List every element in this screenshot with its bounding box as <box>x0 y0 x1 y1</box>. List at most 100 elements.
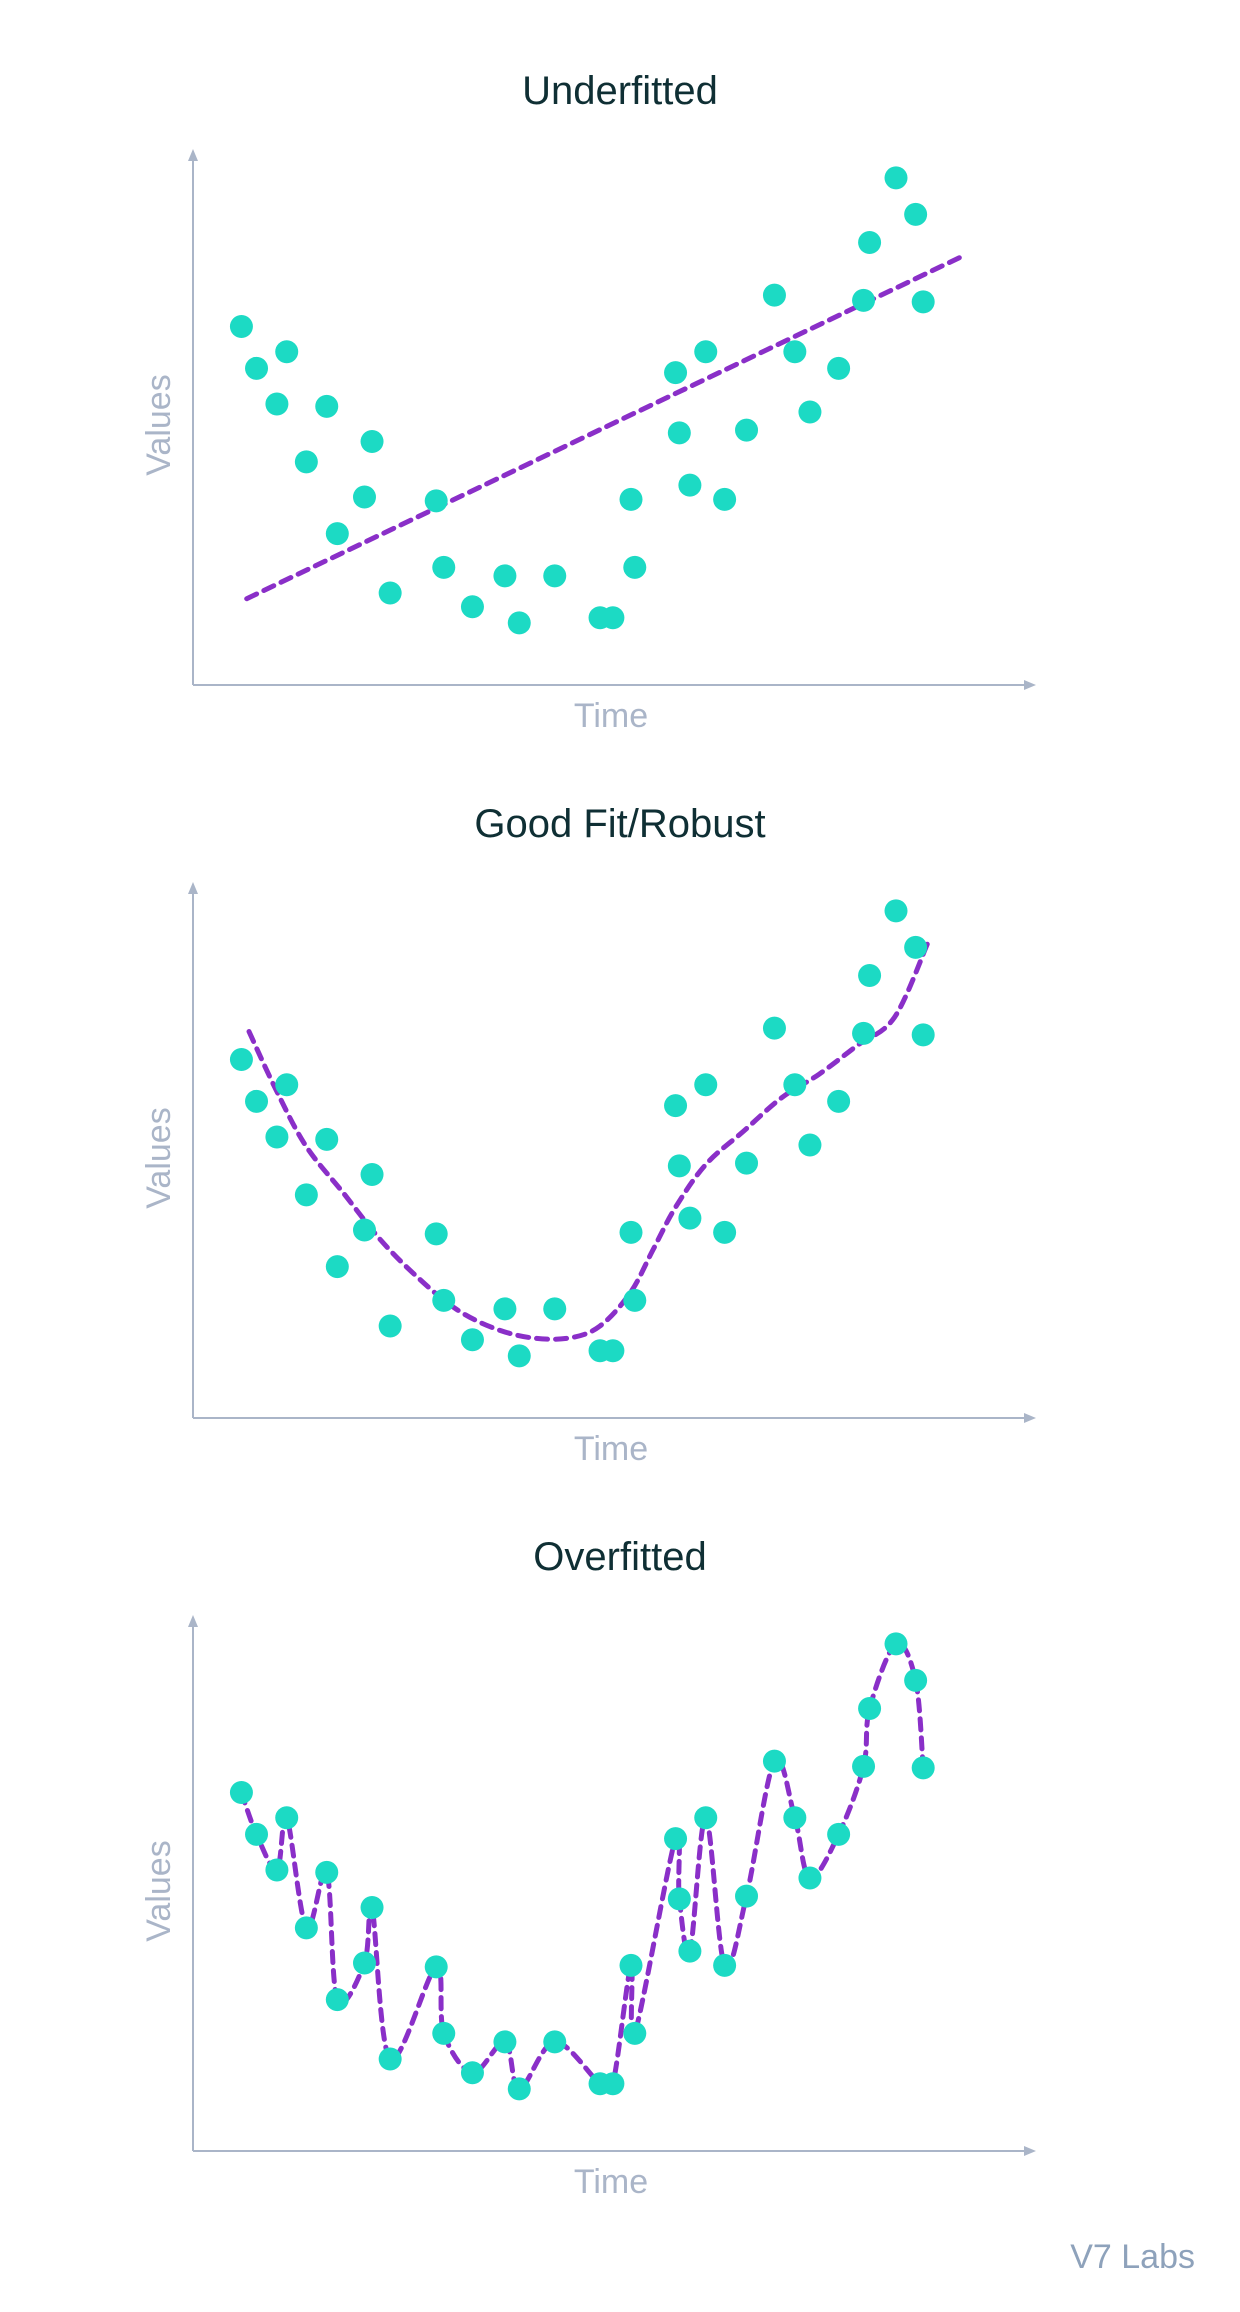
data-point <box>493 2030 517 2054</box>
data-point <box>884 166 908 190</box>
data-point <box>667 1887 691 1911</box>
data-point <box>325 1255 349 1279</box>
data-point <box>735 1151 759 1175</box>
data-point <box>352 485 376 509</box>
data-point <box>827 1822 851 1846</box>
data-point <box>798 400 822 424</box>
data-point <box>315 1127 339 1151</box>
data-point <box>783 1806 807 1830</box>
data-point <box>543 1297 567 1321</box>
data-point <box>424 1222 448 1246</box>
data-point <box>245 356 269 380</box>
data-point <box>762 283 786 307</box>
data-point <box>858 1696 882 1720</box>
data-point <box>265 1125 289 1149</box>
charts-group: Underfitted Time Values Good Fit/Robust Time… <box>140 69 1036 2201</box>
data-point <box>294 1183 318 1207</box>
data-point <box>852 1021 876 1045</box>
data-point <box>904 935 928 959</box>
chart-title: Good Fit/Robust <box>474 802 765 846</box>
data-point <box>275 1073 299 1097</box>
data-point <box>507 1344 531 1368</box>
data-point <box>432 2021 456 2045</box>
y-axis-label: Values <box>140 1107 178 1208</box>
x-axis-label: Time <box>574 1430 648 1468</box>
chart-title: Overfitted <box>533 1535 706 1579</box>
data-point <box>460 595 484 619</box>
data-point <box>265 1858 289 1882</box>
data-point <box>667 1154 691 1178</box>
data-point <box>884 1632 908 1656</box>
data-point <box>904 1668 928 1692</box>
data-point <box>507 611 531 635</box>
data-point <box>432 1288 456 1312</box>
data-point <box>229 315 253 339</box>
x-axis-label: Time <box>574 2163 648 2201</box>
data-point <box>424 1955 448 1979</box>
data-point <box>783 340 807 364</box>
y-axis-arrow-icon <box>188 1615 198 1627</box>
data-point <box>275 1806 299 1830</box>
y-axis-label: Values <box>140 1840 178 1941</box>
data-point <box>360 429 384 453</box>
data-point <box>735 1884 759 1908</box>
data-point <box>265 392 289 416</box>
data-point <box>315 394 339 418</box>
data-point <box>911 1756 935 1780</box>
x-axis-label: Time <box>574 697 648 735</box>
data-point <box>783 1073 807 1097</box>
x-axis-arrow-icon <box>1024 1413 1036 1423</box>
data-point <box>798 1133 822 1157</box>
data-point <box>352 1951 376 1975</box>
data-point <box>245 1822 269 1846</box>
data-point <box>294 450 318 474</box>
credit-label: V7 Labs <box>1070 2238 1195 2276</box>
chart-panel-2: Good Fit/Robust Time Values <box>140 802 1036 1468</box>
y-axis-label: Values <box>140 374 178 475</box>
data-point <box>713 487 737 511</box>
data-point <box>664 361 688 385</box>
data-point <box>762 1749 786 1773</box>
data-point <box>378 1314 402 1338</box>
data-point <box>852 1754 876 1778</box>
data-point <box>424 489 448 513</box>
data-point <box>713 1220 737 1244</box>
chart-panel-1: Underfitted Time Values <box>140 69 1036 735</box>
data-point <box>360 1162 384 1186</box>
data-point <box>678 1939 702 1963</box>
data-point <box>852 288 876 312</box>
data-point <box>601 2072 625 2096</box>
data-point <box>601 606 625 630</box>
data-point <box>713 1953 737 1977</box>
data-point <box>275 340 299 364</box>
data-point <box>858 963 882 987</box>
chart-title: Underfitted <box>522 69 718 113</box>
data-point <box>325 1988 349 2012</box>
data-point <box>667 421 691 445</box>
data-point <box>623 555 647 579</box>
data-point <box>762 1016 786 1040</box>
data-point <box>664 1827 688 1851</box>
data-point <box>229 1048 253 1072</box>
data-point <box>798 1866 822 1890</box>
data-point <box>543 564 567 588</box>
data-point <box>460 1328 484 1352</box>
data-point <box>601 1339 625 1363</box>
data-point <box>352 1218 376 1242</box>
x-axis-arrow-icon <box>1024 680 1036 690</box>
data-point <box>619 1953 643 1977</box>
fit-line <box>246 938 931 1342</box>
data-point <box>694 1073 718 1097</box>
data-point <box>493 564 517 588</box>
chart-panel-3: Overfitted Time Values <box>140 1535 1036 2201</box>
data-point <box>245 1089 269 1113</box>
data-point <box>884 899 908 923</box>
data-point <box>460 2061 484 2085</box>
y-axis-arrow-icon <box>188 149 198 161</box>
fit-line <box>244 253 965 602</box>
data-point <box>735 418 759 442</box>
data-point <box>229 1781 253 1805</box>
data-point <box>664 1094 688 1118</box>
